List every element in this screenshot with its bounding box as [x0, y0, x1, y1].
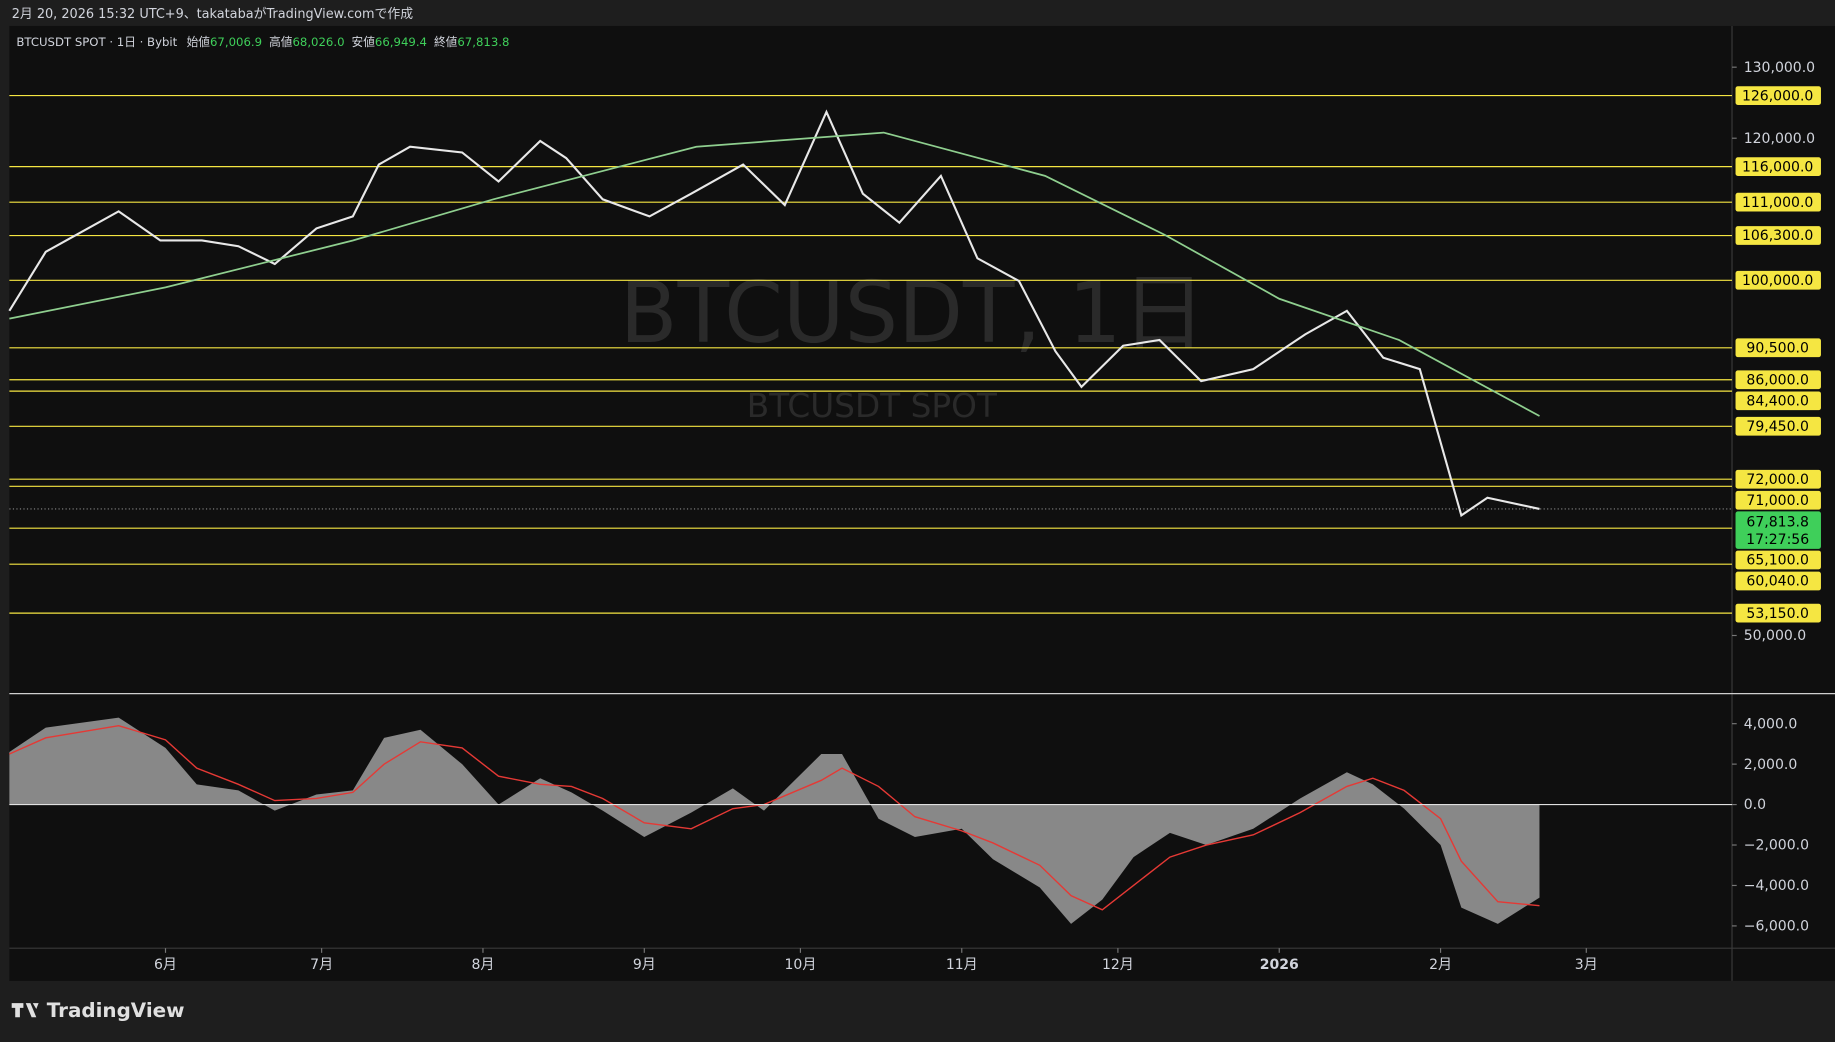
- level-label: 90,500.0: [1746, 340, 1808, 356]
- x-tick-label: 3月: [1575, 957, 1598, 973]
- level-label: 126,000.0: [1742, 88, 1813, 104]
- x-tick-label: 2月: [1429, 957, 1452, 973]
- level-label: 116,000.0: [1742, 159, 1813, 175]
- level-label-box: [1735, 157, 1821, 176]
- ohlc-name: 高値: [269, 35, 293, 49]
- ohlc-value: 67,813.8: [457, 35, 509, 49]
- level-label: 84,400.0: [1746, 393, 1808, 409]
- level-label-box: [1735, 571, 1821, 591]
- level-label: 86,000.0: [1746, 372, 1808, 388]
- ohlc-name: 安値: [352, 35, 376, 49]
- last-price-box: [1735, 511, 1821, 549]
- x-tick-label: 11月: [946, 957, 978, 973]
- ohlc-name: 終値: [434, 35, 458, 49]
- level-label-box: [1735, 550, 1821, 570]
- level-label: 106,300.0: [1742, 228, 1813, 244]
- level-label-box: [1735, 416, 1821, 436]
- symbol: BTCUSDT SPOT · 1日 · Bybit: [16, 35, 177, 49]
- y-tick-label: 2,000.0: [1744, 757, 1798, 773]
- level-label: 53,150.0: [1746, 606, 1808, 622]
- ohlc-value: 68,026.0: [292, 35, 344, 49]
- brand: TradingView: [47, 999, 185, 1022]
- watermark-sub: BTCUSDT SPOT: [747, 387, 998, 425]
- level-label-box: [1735, 192, 1821, 212]
- level-label: 100,000.0: [1742, 273, 1813, 289]
- ohlc-value: 67,006.9: [210, 35, 262, 49]
- x-tick-label: 8月: [471, 957, 494, 973]
- level-label-box: [1735, 490, 1821, 510]
- level-label-box: [1735, 338, 1821, 358]
- level-label: 71,000.0: [1746, 493, 1808, 509]
- level-label-box: [1735, 469, 1821, 489]
- y-tick-label: −4,000.0: [1744, 878, 1809, 894]
- x-tick-label: 12月: [1102, 957, 1134, 973]
- ohlc-value: 66,949.4: [375, 35, 427, 49]
- level-label-box: [1735, 270, 1821, 290]
- level-label: 65,100.0: [1746, 553, 1808, 569]
- level-label-box: [1735, 603, 1821, 623]
- level-label-box: [1735, 226, 1821, 245]
- x-tick-label: 2026: [1260, 957, 1299, 973]
- level-label: 72,000.0: [1746, 472, 1808, 488]
- symbol-legend: BTCUSDT SPOT · 1日 · Bybit 始値67,006.9 高値68,…: [16, 35, 509, 49]
- legend: BTCUSDT SPOT · 1日 · Bybit 始値67,006.9 高値68,…: [16, 35, 509, 49]
- oscillator-area: [9, 717, 1540, 924]
- y-tick-label: 120,000.0: [1744, 131, 1815, 147]
- level-label: 60,040.0: [1746, 574, 1808, 590]
- caption: 2月 20, 2026 15:32 UTC+9、takatabaがTrading…: [12, 7, 414, 22]
- countdown: 17:27:56: [1746, 532, 1809, 548]
- price-line: [9, 131, 1540, 417]
- y-tick-label: −2,000.0: [1744, 838, 1809, 854]
- y-tick-label: 50,000.0: [1744, 628, 1806, 644]
- level-label: 111,000.0: [1742, 195, 1813, 211]
- signal-line: [9, 724, 1540, 911]
- level-label-box: [1735, 86, 1821, 105]
- y-tick-label: 0.0: [1744, 797, 1766, 813]
- x-tick-label: 10月: [784, 957, 816, 973]
- x-tick-label: 6月: [154, 957, 177, 973]
- y-tick-label: 130,000.0: [1744, 60, 1815, 76]
- x-tick-label: 7月: [310, 957, 333, 973]
- brand-logo: [11, 1003, 39, 1018]
- x-tick-label: 9月: [633, 957, 656, 973]
- y-tick-label: 4,000.0: [1744, 716, 1798, 732]
- ohlc-name: 始値: [187, 35, 211, 49]
- level-label-box: [1735, 370, 1821, 390]
- price-line: [8, 109, 1540, 518]
- y-tick-label: −6,000.0: [1744, 919, 1809, 935]
- last-price-label: 67,813.8: [1746, 515, 1808, 531]
- level-label-box: [1735, 391, 1821, 411]
- level-label: 79,450.0: [1746, 419, 1808, 435]
